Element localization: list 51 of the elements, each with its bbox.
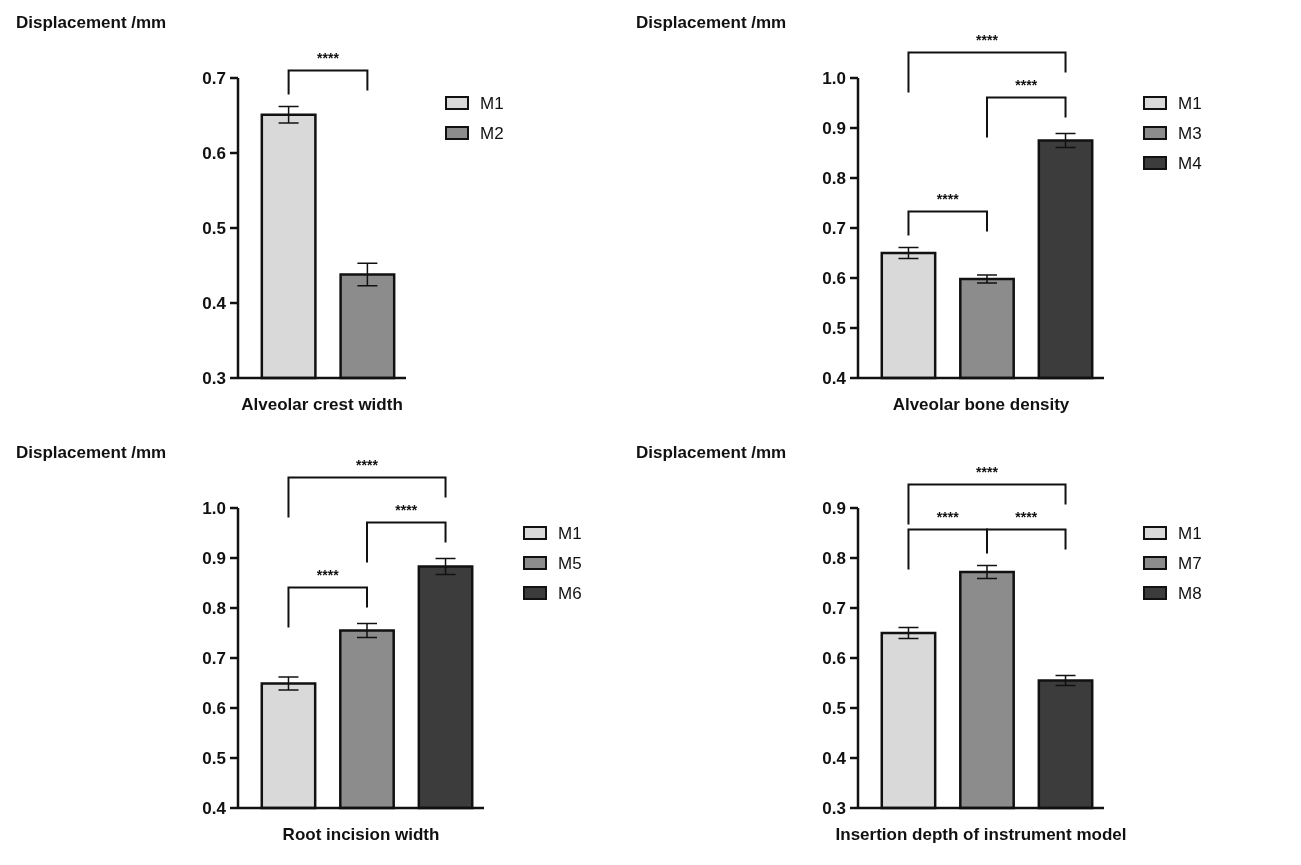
y-tick-label: 0.3 [202,368,226,388]
y-tick-label: 0.4 [202,798,227,818]
y-tick-label: 0.9 [202,548,226,568]
y-tick-label: 0.6 [202,698,226,718]
y-tick-label: 0.5 [822,698,846,718]
annotation: **** [395,501,418,518]
y-tick-label: 0.9 [822,498,846,518]
x-axis-title: Alveolar bone density [892,395,1070,414]
legend-label: M1 [1178,93,1202,113]
y-tick-label: 1.0 [822,68,846,88]
x-axis-title: Insertion depth of instrument model [835,825,1127,844]
x-axis-title: Root incision width [282,825,440,844]
legend-label: M8 [1178,583,1202,603]
annotation: **** [936,190,960,207]
y-tick-label: 0.4 [202,293,227,313]
y-axis-title: Displacement /mm [636,443,787,462]
y-axis-title: Displacement /mm [636,13,787,32]
x-axis-title: Alveolar crest width [241,395,403,414]
y-tick-label: 0.7 [822,598,846,618]
y-tick-label: 0.9 [822,118,846,138]
legend-label: M4 [1178,153,1202,173]
y-tick-label: 0.8 [822,548,846,568]
y-tick-label: 1.0 [202,498,226,518]
legend-label: M1 [480,93,504,113]
legend-label: M1 [1178,523,1202,543]
legend-label: M7 [1178,553,1202,573]
y-tick-label: 0.4 [822,748,847,768]
y-tick-label: 0.4 [822,368,847,388]
y-tick-label: 0.5 [202,748,226,768]
y-tick-label: 0.3 [822,798,846,818]
y-tick-label: 0.6 [822,648,846,668]
y-tick-label: 0.5 [822,318,846,338]
annotation: **** [936,508,960,525]
legend-label: M6 [558,583,582,603]
y-tick-label: 0.8 [202,598,226,618]
y-tick-label: 0.5 [202,218,226,238]
y-axis-title: Displacement /mm [16,13,167,32]
y-axis-title: Displacement /mm [16,443,167,462]
legend-label: M1 [558,523,582,543]
y-tick-label: 0.6 [822,268,846,288]
y-tick-label: 0.7 [822,218,846,238]
annotation: **** [1015,76,1038,93]
annotation: **** [316,566,340,583]
legend-label: M2 [480,123,504,143]
y-tick-label: 0.8 [822,168,846,188]
legend-label: M3 [1178,123,1202,143]
y-tick-label: 0.7 [202,68,226,88]
annotation: **** [1015,508,1038,525]
y-tick-label: 0.7 [202,648,226,668]
legend-label: M5 [558,553,582,573]
y-tick-label: 0.6 [202,143,226,163]
